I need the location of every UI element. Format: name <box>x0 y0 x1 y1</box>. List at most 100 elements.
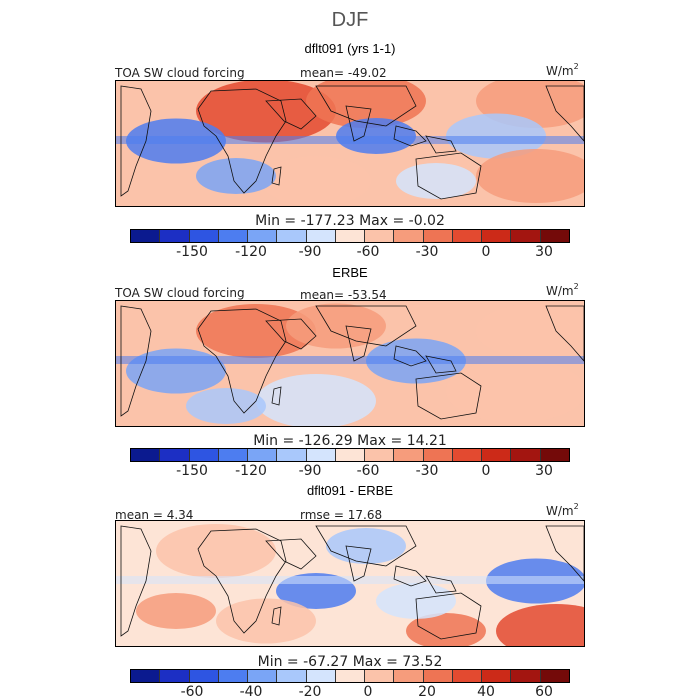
colorbar-swatch <box>423 449 453 461</box>
colorbar-swatch <box>160 449 190 461</box>
colorbar-swatch <box>189 449 219 461</box>
map-field-blob <box>256 374 376 426</box>
panel-3-unit: W/m2 <box>546 502 579 518</box>
coastline <box>265 538 317 570</box>
map-field-blob <box>126 348 226 394</box>
coastline <box>415 372 482 420</box>
colorbar-swatch <box>131 230 161 242</box>
coastline <box>425 575 457 594</box>
colorbar-tick-label: 60 <box>535 684 553 700</box>
colorbar-swatch <box>540 670 569 682</box>
map-field-blob <box>446 359 584 423</box>
panel-3-map <box>115 520 585 647</box>
colorbar-tick-label: -150 <box>176 244 208 260</box>
panel-1-title: dflt091 (yrs 1-1) <box>304 41 396 56</box>
colorbar-swatch <box>394 230 424 242</box>
map-field-blob <box>306 81 426 128</box>
colorbar-swatch <box>482 230 512 242</box>
colorbar-tick-label: -20 <box>298 684 322 700</box>
colorbar-swatch <box>306 670 336 682</box>
coastline <box>393 125 427 147</box>
colorbar-tick-label: -150 <box>176 463 208 479</box>
coastline <box>345 545 372 582</box>
coastline <box>265 318 317 350</box>
colorbar-swatch <box>218 670 249 682</box>
colorbar-tick-label: 0 <box>481 244 491 260</box>
map-field-blob <box>186 388 266 424</box>
colorbar-swatch <box>131 449 161 461</box>
colorbar-tick-label: -30 <box>415 463 439 479</box>
colorbar-swatch <box>335 230 366 242</box>
panel-2-field-label: TOA SW cloud forcing <box>115 286 245 300</box>
colorbar-swatch <box>131 670 161 682</box>
panel-1-mean-label: mean= -49.02 <box>300 66 387 80</box>
coastline <box>120 525 152 637</box>
colorbar-swatch <box>248 230 278 242</box>
panel-2-colorbar-ticks: -150 -120 -90 -60 -30 0 30 <box>130 463 570 479</box>
colorbar-swatch <box>511 670 541 682</box>
panel-1-minmax: Min = -177.23 Max = -0.02 <box>255 213 445 229</box>
colorbar-tick-label: -120 <box>235 244 267 260</box>
coastline <box>545 305 584 362</box>
panel-3-title: dflt091 - ERBE <box>307 483 393 498</box>
panel-1-unit: W/m2 <box>546 62 579 78</box>
coastline <box>345 105 372 142</box>
map-field-blob <box>326 528 406 564</box>
panel-2-minmax: Min = -126.29 Max = 14.21 <box>253 433 447 449</box>
panel-1-colorbar-ticks: -150 -120 -90 -60 -30 0 30 <box>130 244 570 260</box>
coastline <box>393 565 427 587</box>
panel-3-mean-label: mean = 4.34 <box>115 508 194 522</box>
colorbar-swatch <box>452 670 483 682</box>
colorbar-swatch <box>218 449 249 461</box>
panel-2-colorbar <box>130 448 570 462</box>
coastline <box>545 525 584 582</box>
panel-2-mean-label: mean= -53.54 <box>300 288 387 302</box>
colorbar-swatch <box>248 449 278 461</box>
colorbar-tick-label: -90 <box>298 463 322 479</box>
colorbar-swatch <box>423 230 453 242</box>
colorbar-swatch <box>189 230 219 242</box>
colorbar-tick-label: 20 <box>418 684 436 700</box>
colorbar-swatch <box>335 449 366 461</box>
colorbar-swatch <box>248 670 278 682</box>
map-field-blob <box>196 304 316 358</box>
colorbar-tick-label: -90 <box>298 244 322 260</box>
colorbar-tick-label: 40 <box>477 684 495 700</box>
colorbar-swatch <box>306 449 336 461</box>
map-field-blob <box>476 149 584 203</box>
coastline <box>315 85 417 127</box>
map-field-blob <box>406 613 486 646</box>
colorbar-tick-label: 0 <box>481 463 491 479</box>
coastline <box>271 386 282 406</box>
panel-1-map <box>115 80 585 207</box>
colorbar-swatch <box>540 449 569 461</box>
map-field-blob <box>496 604 584 646</box>
coastline <box>345 325 372 362</box>
colorbar-swatch <box>218 230 249 242</box>
coastline <box>315 305 417 347</box>
coastline <box>393 345 427 367</box>
panel-1-colorbar <box>130 229 570 243</box>
colorbar-swatch <box>277 449 307 461</box>
colorbar-tick-label: 30 <box>535 244 553 260</box>
colorbar-swatch <box>160 230 190 242</box>
coastline <box>271 606 282 626</box>
coastline <box>425 135 457 154</box>
panel-3-minmax: Min = -67.27 Max = 73.52 <box>257 654 443 670</box>
colorbar-swatch <box>482 670 512 682</box>
coastline <box>265 98 317 130</box>
colorbar-swatch <box>160 670 190 682</box>
map-field-blob <box>396 163 476 199</box>
colorbar-tick-label: -40 <box>239 684 263 700</box>
colorbar-swatch <box>540 230 569 242</box>
colorbar-swatch <box>365 449 395 461</box>
map-field-blob <box>261 156 371 206</box>
map-field-blob <box>156 524 276 578</box>
coastline <box>415 592 482 640</box>
colorbar-swatch <box>277 230 307 242</box>
colorbar-swatch <box>482 449 512 461</box>
colorbar-swatch <box>394 670 424 682</box>
coastline <box>120 305 152 417</box>
colorbar-swatch <box>277 670 307 682</box>
panel-2-title: ERBE <box>332 265 368 280</box>
